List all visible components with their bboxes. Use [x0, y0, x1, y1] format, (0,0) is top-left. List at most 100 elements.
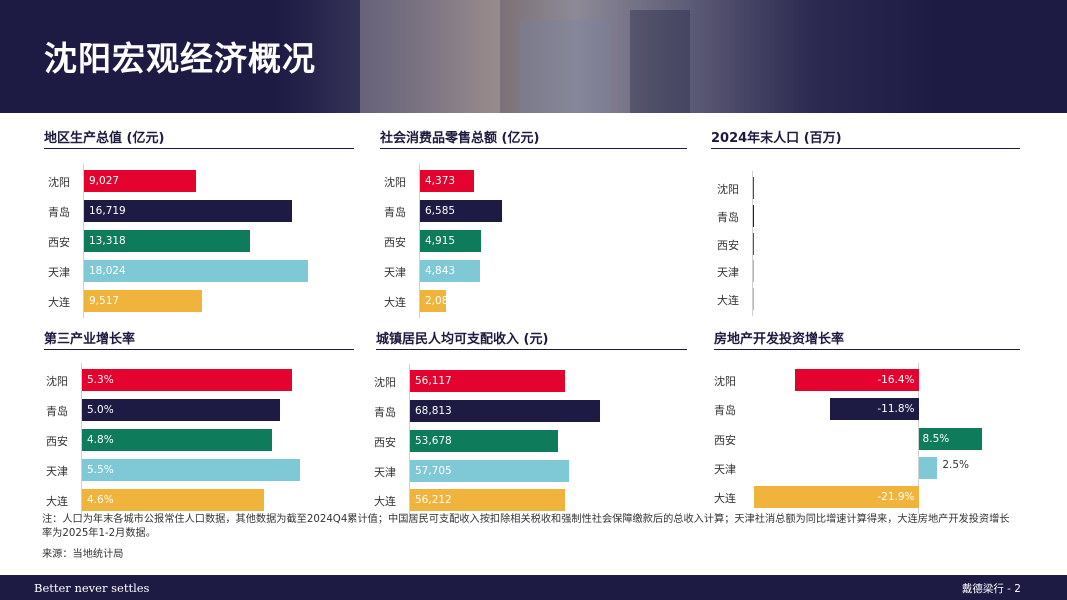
category-label: 青岛 [374, 406, 396, 419]
bar-西安 [918, 428, 983, 450]
category-label: 天津 [714, 463, 736, 476]
tagline: Better never settles [34, 581, 150, 595]
bar-西安 [82, 429, 273, 451]
category-label: 沈阳 [46, 375, 68, 388]
chart-title: 第三产业增长率 [44, 332, 136, 347]
title-rule [711, 148, 1020, 149]
data-label: 5.3% [87, 374, 114, 386]
data-label: 4.8% [87, 434, 114, 446]
data-label: 16,719 [89, 205, 126, 217]
data-label: -16.4% [877, 374, 915, 386]
category-label: 天津 [717, 266, 739, 279]
chart-title: 房地产开发投资增长率 [714, 332, 845, 347]
category-label: 大连 [717, 294, 739, 307]
data-label: 56,212 [415, 494, 452, 506]
data-label: 53,678 [415, 435, 452, 447]
bar-大连 [82, 489, 265, 511]
banner-photo-blur [520, 20, 610, 113]
title-rule [380, 148, 687, 149]
category-label: 大连 [374, 495, 396, 508]
data-label: 8.5% [922, 433, 950, 445]
chart-title: 2024年末人口 (百万) [711, 131, 842, 146]
bar-大连 [410, 489, 566, 511]
bar-青岛 [829, 398, 919, 420]
chart-panel: 地区生产总值 (亿元) 沈阳 9,027 青岛 16,719 西安 13,318 天津 18,0… [44, 127, 354, 322]
bar-大连 [754, 486, 919, 508]
data-label: 13,318 [89, 235, 126, 247]
data-label: 4,915 [425, 235, 456, 247]
bar-天津 [420, 260, 481, 282]
data-label: 5.5% [87, 464, 114, 476]
chart-axis [917, 363, 919, 514]
data-label: 18,024 [89, 265, 126, 277]
chart-title: 城镇居民人均可支配收入 (元) [376, 332, 549, 347]
category-label: 大连 [48, 296, 70, 309]
category-label: 沈阳 [48, 176, 70, 189]
data-label: 13.6 [758, 265, 782, 277]
chart-axis [83, 164, 84, 318]
bar-青岛 [420, 200, 502, 222]
chart-panel: 房地产开发投资增长率 沈阳 -16.4% 青岛 -11.8% 西安 8.5% 天津 2.5% 大连… [714, 328, 1020, 523]
bar-沈阳 [795, 369, 919, 391]
category-label: 沈阳 [384, 176, 406, 189]
chart-title: 社会消费品零售总额 (亿元) [380, 131, 540, 146]
page-number: 戴德梁行 - 2 [961, 583, 1021, 595]
bar-西安 [410, 430, 559, 452]
data-label: 4,373 [425, 175, 456, 187]
banner-photo-blur [360, 0, 500, 113]
chart-panel: 社会消费品零售总额 (亿元) 沈阳 4,373 青岛 6,585 西安 4,915 天津 4,8… [380, 127, 687, 322]
title-rule [376, 349, 687, 350]
category-label: 天津 [48, 266, 70, 279]
data-label: 5.0% [87, 404, 114, 416]
title-rule [44, 148, 354, 149]
bar-大连 [420, 290, 446, 312]
bar-沈阳 [420, 170, 475, 192]
data-label: 4.6% [87, 494, 114, 506]
category-label: 天津 [46, 465, 68, 478]
category-label: 沈阳 [714, 375, 736, 388]
banner-photo-blur [630, 10, 690, 113]
data-label: 2,086 [425, 295, 456, 307]
bar-天津 [410, 460, 570, 482]
data-label: 2.5% [942, 459, 970, 471]
data-label: 68,813 [415, 405, 452, 417]
bar-天津 [84, 260, 309, 282]
category-label: 西安 [384, 236, 406, 249]
bar-青岛 [82, 399, 281, 421]
category-label: 大连 [714, 492, 736, 505]
category-label: 沈阳 [374, 376, 396, 389]
chart-axis [752, 171, 753, 316]
chart-panel: 城镇居民人均可支配收入 (元) 沈阳 56,117 青岛 68,813 西安 53,678 天… [374, 328, 687, 523]
category-label: 青岛 [384, 206, 406, 219]
chart-axis [409, 364, 410, 517]
chart-axis [419, 164, 420, 318]
chart-title: 地区生产总值 (亿元) [44, 131, 165, 146]
bar-大连 [84, 290, 203, 312]
data-label: 7.5 [758, 293, 775, 305]
title-rule [714, 349, 1020, 350]
category-label: 西安 [46, 435, 68, 448]
data-label: 13.1 [758, 238, 782, 250]
category-label: 青岛 [48, 206, 70, 219]
source-note: 来源：当地统计局 [42, 549, 124, 560]
header-banner: 沈阳宏观经济概况 [0, 0, 1067, 113]
category-label: 青岛 [717, 211, 739, 224]
data-label: 10.4 [758, 210, 782, 222]
category-label: 天津 [384, 266, 406, 279]
data-label: 6,585 [425, 205, 456, 217]
category-label: 大连 [46, 495, 68, 508]
category-label: 沈阳 [717, 183, 739, 196]
chart-panel: 2024年末人口 (百万) 沈阳 9.2 青岛 10.4 西安 13.1 天津 13.6 大连 7.… [711, 127, 1020, 322]
bar-天津 [918, 457, 938, 479]
category-label: 青岛 [714, 404, 736, 417]
category-label: 天津 [374, 466, 396, 479]
category-label: 西安 [714, 434, 736, 447]
data-label: 57,705 [415, 465, 452, 477]
data-label: 56,117 [415, 375, 452, 387]
chart-panel: 第三产业增长率 沈阳 5.3% 青岛 5.0% 西安 4.8% 天津 5.5% 大连 4.6% [44, 328, 354, 523]
chart-axis [81, 363, 82, 517]
footnote: 注：人口为年末各城市公报常住人口数据，其他数据为截至2024Q4累计值；中国居民… [42, 514, 1010, 539]
data-label: 4,843 [425, 265, 456, 277]
bar-天津 [82, 459, 300, 481]
footer-bar: Better never settles 戴德梁行 - 2 [0, 575, 1067, 600]
